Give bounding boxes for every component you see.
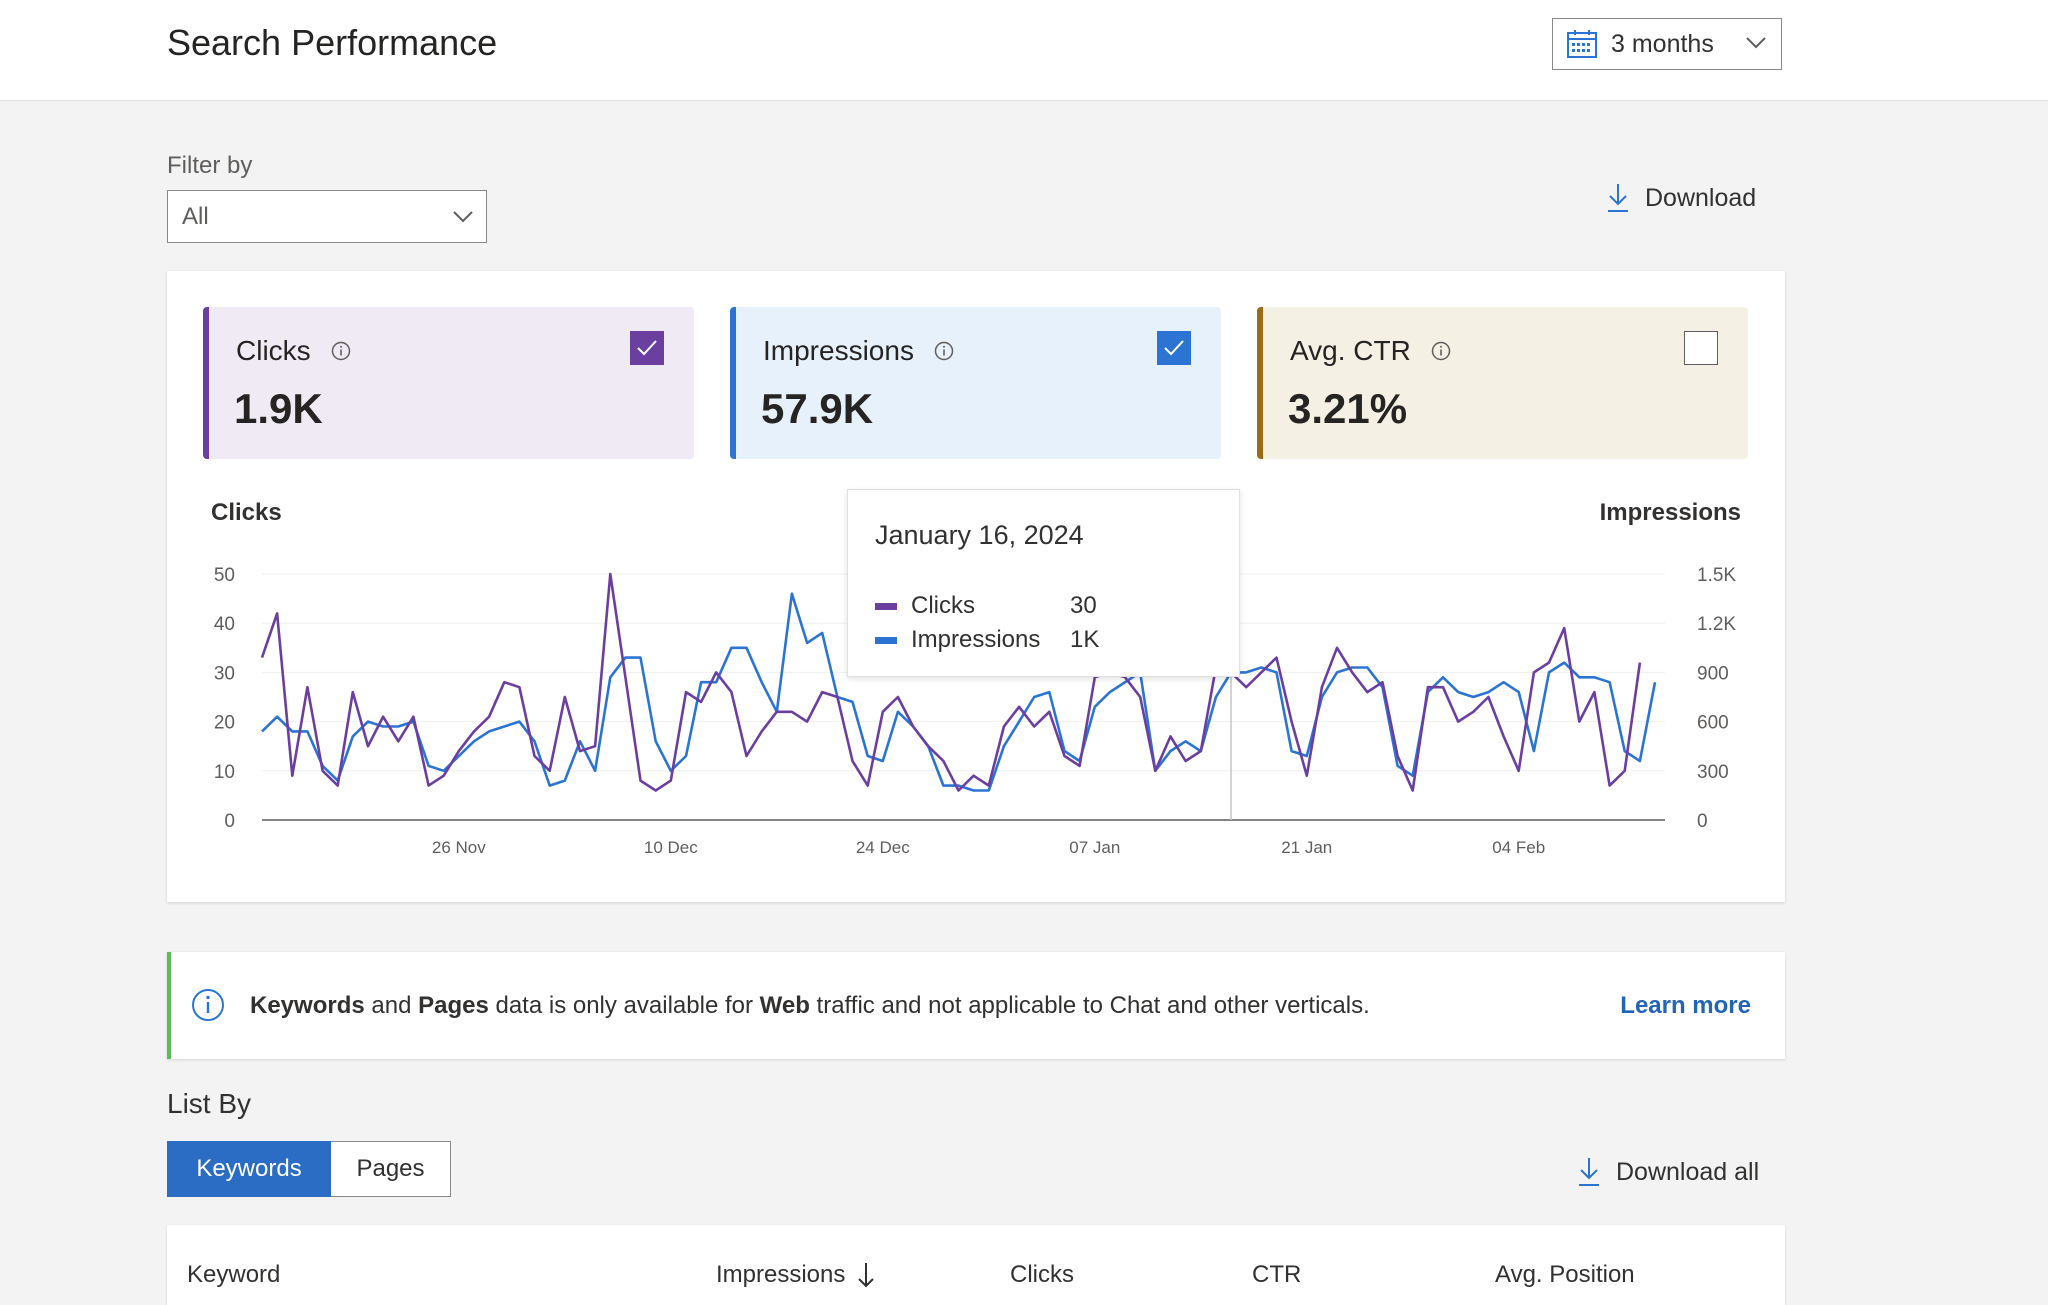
x-tick-label: 10 Dec — [644, 838, 698, 857]
x-tick-label: 21 Jan — [1281, 838, 1332, 857]
download-all-button[interactable]: Download all — [1576, 1156, 1759, 1188]
keywords-table: Keyword Impressions Clicks CTR Avg. Posi… — [167, 1225, 1785, 1305]
metric-card-impressions[interactable]: Impressions 57.9K — [730, 307, 1221, 459]
column-header-avg-position[interactable]: Avg. Position — [1495, 1261, 1635, 1289]
banner-web: Web — [759, 992, 810, 1019]
metric-value: 1.9K — [234, 385, 323, 432]
info-banner: Keywords and Pages data is only availabl… — [167, 952, 1785, 1059]
info-icon[interactable] — [1431, 341, 1451, 361]
banner-text: data is only available for — [488, 992, 760, 1019]
metric-checkbox-impressions[interactable] — [1157, 331, 1191, 365]
x-tick-label: 07 Jan — [1069, 838, 1120, 857]
column-header-keyword[interactable]: Keyword — [187, 1261, 280, 1289]
metric-value: 3.21% — [1288, 385, 1408, 432]
banner-text: and — [364, 992, 419, 1019]
legend-swatch-clicks — [875, 602, 897, 610]
tooltip-impressions-value: 1K — [1070, 626, 1100, 653]
metric-name: Impressions — [763, 335, 914, 366]
metric-checkbox-avg-ctr[interactable] — [1684, 331, 1718, 365]
list-by-toggle: Keywords Pages — [167, 1141, 451, 1197]
y-right-tick-label: 900 — [1697, 663, 1729, 684]
download-label: Download — [1645, 183, 1757, 212]
filter-value: All — [182, 202, 209, 230]
filter-dropdown[interactable]: All — [167, 190, 487, 243]
tab-pages[interactable]: Pages — [331, 1141, 451, 1197]
x-tick-label: 04 Feb — [1492, 838, 1545, 857]
date-range-dropdown[interactable]: 3 months — [1552, 18, 1782, 70]
banner-message: Keywords and Pages data is only availabl… — [250, 992, 1370, 1020]
y-axis-left-title: Clicks — [211, 499, 282, 526]
metric-name: Avg. CTR — [1290, 335, 1411, 366]
column-header-label: Keyword — [187, 1261, 281, 1288]
metric-name: Clicks — [236, 335, 311, 366]
series-line-clicks — [260, 572, 1642, 792]
page-title: Search Performance — [167, 22, 498, 63]
y-left-tick-label: 20 — [214, 713, 235, 734]
tooltip-row-impressions: Impressions 1K — [875, 626, 1099, 654]
column-header-label: Clicks — [1010, 1261, 1074, 1288]
metric-card-clicks[interactable]: Clicks 1.9K — [203, 307, 694, 459]
download-icon — [1608, 184, 1628, 212]
tooltip-clicks-label: Clicks — [911, 592, 975, 619]
y-right-tick-label: 600 — [1697, 713, 1729, 734]
chevron-down-icon — [453, 211, 473, 223]
legend-swatch-impressions — [875, 636, 897, 644]
chevron-down-icon — [1746, 37, 1766, 49]
column-header-clicks[interactable]: Clicks — [1010, 1261, 1074, 1289]
filter-label: Filter by — [167, 152, 253, 179]
info-icon[interactable] — [934, 341, 954, 361]
column-header-impressions[interactable]: Impressions — [716, 1261, 875, 1289]
y-left-tick-label: 50 — [214, 565, 235, 586]
tab-keywords[interactable]: Keywords — [167, 1141, 331, 1197]
column-header-label: CTR — [1252, 1261, 1302, 1288]
y-right-tick-label: 1.5K — [1697, 565, 1736, 586]
y-left-tick-label: 0 — [224, 811, 235, 832]
y-right-tick-label: 1.2K — [1697, 614, 1736, 635]
y-right-tick-label: 300 — [1697, 762, 1729, 783]
download-button[interactable]: Download — [1605, 178, 1756, 218]
tooltip-date: January 16, 2024 — [875, 520, 1084, 550]
info-icon — [192, 989, 224, 1021]
checkmark-icon — [1164, 340, 1184, 356]
banner-text: traffic and not applicable to Chat and o… — [809, 992, 1370, 1019]
learn-more-link[interactable]: Learn more — [1620, 992, 1751, 1019]
column-header-ctr[interactable]: CTR — [1252, 1261, 1301, 1289]
column-header-label: Impressions — [716, 1261, 846, 1288]
top-bar: Search Performance 3 months — [0, 0, 2048, 101]
y-axis-right-title: Impressions — [1599, 499, 1741, 526]
metric-value: 57.9K — [761, 385, 874, 432]
calendar-icon — [1567, 30, 1597, 58]
tooltip-impressions-label: Impressions — [911, 626, 1041, 653]
sort-descending-icon — [858, 1263, 875, 1288]
banner-keywords: Keywords — [250, 992, 365, 1019]
download-icon — [1579, 1158, 1599, 1186]
banner-pages: Pages — [418, 992, 489, 1019]
y-left-tick-label: 30 — [214, 663, 235, 684]
column-header-label: Avg. Position — [1495, 1261, 1635, 1288]
chart-tooltip: January 16, 2024 Clicks 30 Impressions 1… — [847, 489, 1240, 677]
y-left-tick-label: 40 — [214, 614, 235, 635]
checkmark-icon — [637, 340, 657, 356]
list-by-label: List By — [167, 1088, 252, 1119]
y-left-tick-label: 10 — [214, 762, 235, 783]
metric-card-avg-ctr[interactable]: Avg. CTR 3.21% — [1257, 307, 1748, 459]
info-icon[interactable] — [331, 341, 351, 361]
metric-checkbox-clicks[interactable] — [630, 331, 664, 365]
x-tick-label: 24 Dec — [856, 838, 910, 857]
tooltip-row-clicks: Clicks 30 — [875, 592, 1097, 620]
performance-chart[interactable]: 0 10 20 30 40 50 0 300 600 900 1.2K 1.5K 26 Nov 10 De… — [167, 271, 1785, 902]
tooltip-clicks-value: 30 — [1070, 592, 1097, 619]
y-right-tick-label: 0 — [1697, 811, 1708, 832]
date-range-value: 3 months — [1611, 29, 1714, 58]
performance-card: Clicks 1.9K Impressions 57.9K Avg. CTR 3… — [167, 271, 1785, 902]
x-tick-label: 26 Nov — [432, 838, 486, 857]
download-all-label: Download all — [1616, 1157, 1760, 1186]
